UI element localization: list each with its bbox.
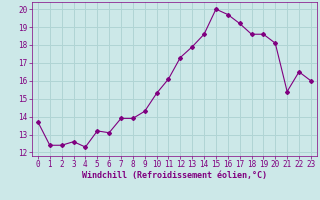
X-axis label: Windchill (Refroidissement éolien,°C): Windchill (Refroidissement éolien,°C)	[82, 171, 267, 180]
